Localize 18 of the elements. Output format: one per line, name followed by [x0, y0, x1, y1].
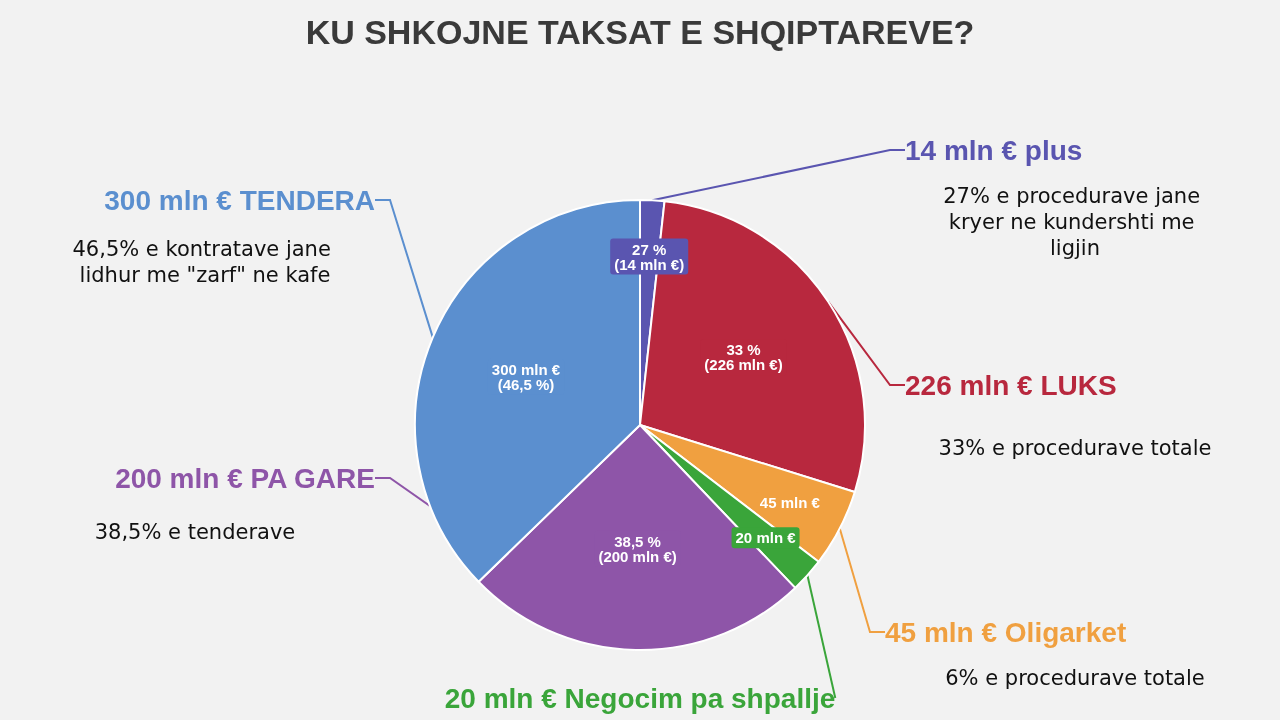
data-label: 300 mln € (46,5 %) [491, 360, 561, 393]
slice-label: 200 mln € PA GARE [115, 462, 375, 494]
text: 27% e procedurave jane kryer ne kundershti me ligjin [943, 184, 1207, 260]
text: 33% e procedurave totale [938, 436, 1212, 460]
text: 46,5% e kontratave jane lidhur me "zarf" ne kafe [72, 237, 338, 287]
slice-label: 14 mln € plus [905, 134, 1083, 166]
chart-title: KU SHKOJNE TAKSAT E SHQIPTAREVE? [305, 13, 975, 51]
slice-label: 300 mln € TENDERA [104, 184, 375, 216]
data-label: 20 mln € [735, 529, 797, 547]
text: 6% e procedurave totale [945, 666, 1205, 690]
text: 38,5% e tenderave [94, 520, 296, 544]
slice-label: 20 mln € Negocim pa shpallje [444, 682, 836, 714]
data-label: 27 % (14 mln €) [614, 240, 685, 273]
slice-label: 45 mln € Oligarket [885, 616, 1127, 648]
slice-label: 226 mln € LUKS [905, 369, 1117, 401]
data-label: 45 mln € [759, 494, 821, 512]
data-label: 38,5 % (200 mln €) [598, 532, 677, 565]
data-label: 33 % (226 mln €) [704, 341, 783, 374]
